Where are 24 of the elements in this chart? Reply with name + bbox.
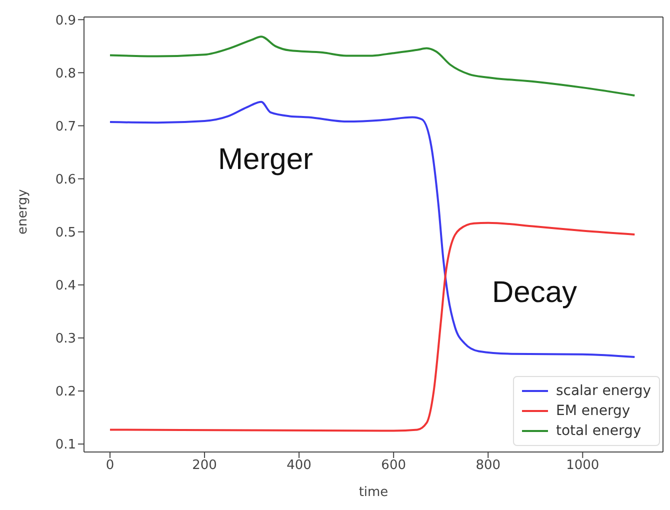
- annotation: Decay: [492, 276, 578, 310]
- line-series: [108, 100, 636, 358]
- y-tick-label: 0.9: [55, 13, 76, 28]
- y-tick-label: 0.2: [55, 384, 76, 400]
- annotation: Merger: [218, 143, 314, 177]
- legend-label: EM energy: [556, 402, 630, 421]
- y-tick-label: 0.5: [55, 225, 76, 240]
- legend-label: total energy: [556, 422, 642, 441]
- x-tick-label: 1000: [566, 458, 600, 474]
- x-tick-label: 0: [106, 458, 114, 474]
- x-tick-label: 800: [476, 458, 501, 474]
- y-tick-label: 0.7: [55, 119, 76, 134]
- line-series: [108, 36, 636, 97]
- y-tick-label: 0.3: [55, 332, 76, 347]
- x-axis-title: time: [358, 485, 388, 500]
- y-axis-title: energy: [16, 188, 31, 234]
- y-tick-label: 0.4: [55, 278, 76, 294]
- x-tick-label: 200: [192, 458, 217, 474]
- y-tick-label: 0.1: [55, 438, 76, 453]
- x-tick-label: 400: [286, 458, 312, 474]
- x-tick-label: 600: [381, 458, 406, 474]
- legend-label: scalar energy: [556, 382, 651, 401]
- y-tick-label: 0.6: [55, 172, 76, 188]
- y-tick-label: 0.8: [55, 66, 76, 82]
